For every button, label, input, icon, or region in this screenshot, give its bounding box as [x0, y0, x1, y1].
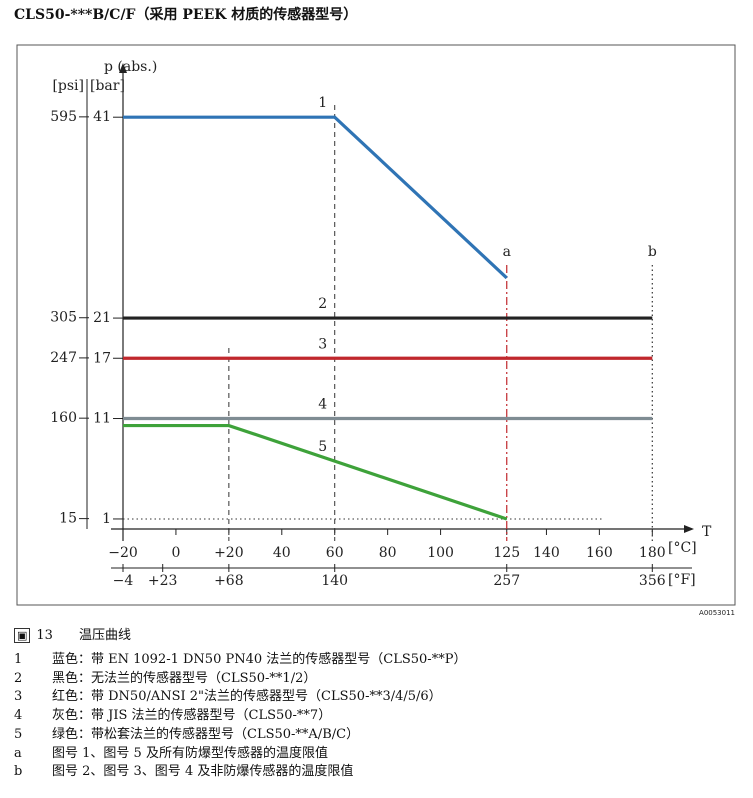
note-text: 图号 1、图号 5 及所有防爆型传感器的温度限值: [52, 745, 328, 761]
note: 4 灰色：带 JIS 法兰的传感器型号（CLS50-**7）: [14, 707, 466, 726]
x-tick-label: 140: [533, 545, 560, 561]
caption: ▣ 13 温压曲线: [14, 624, 131, 643]
x2-tick-label: 356: [639, 573, 666, 589]
note: 5 绿色：带松套法兰的传感器型号（CLS50-**A/B/C）: [14, 726, 466, 745]
notes: 1 蓝色：带 EN 1092-1 DN50 PN40 法兰的传感器型号（CLS50…: [14, 651, 466, 782]
note-key: 5: [14, 726, 23, 742]
x2-tick-label: 140: [321, 573, 348, 589]
x-tick-label: 180: [639, 545, 666, 561]
x-tick-label: 40: [273, 545, 291, 561]
x-arrow: [684, 525, 694, 533]
note-text: 红色：带 DN50/ANSI 2"法兰的传感器型号（CLS50-**3/4/5/…: [52, 689, 442, 705]
x-tick-label: 0: [171, 545, 180, 561]
chart-frame: [16, 44, 736, 606]
caption-text: 温压曲线: [78, 628, 131, 643]
x-axis-label: T: [702, 524, 712, 540]
note-key: 2: [14, 670, 23, 686]
y-tick-label: 21: [93, 310, 111, 326]
note-text: 灰色：带 JIS 法兰的传感器型号（CLS50-**7）: [52, 708, 332, 724]
y-tick-label: 41: [93, 109, 111, 125]
x-tick-label: −20: [108, 545, 138, 561]
note-key: a: [14, 745, 22, 761]
x-tick-label: 60: [326, 545, 344, 561]
title: CLS50-***B/C/F（采用 PEEK 材质的传感器型号）: [14, 7, 358, 23]
y2-tick-label: 247: [50, 350, 77, 366]
series-line: [123, 423, 508, 521]
x2-tick-label: +23: [148, 573, 178, 589]
note: 2 黑色：无法兰的传感器型号（CLS50-**1/2）: [14, 670, 466, 689]
figure-code: A0053011: [699, 609, 735, 617]
x-tick-label: 160: [586, 545, 613, 561]
note-text: 图号 2、图号 3、图号 4 及非防爆传感器的温度限值: [52, 764, 354, 780]
series-label: 2: [318, 296, 327, 312]
x-tick-label: 100: [427, 545, 454, 561]
series-label: 4: [318, 397, 327, 413]
series-label: 5: [318, 439, 327, 455]
figure-icon: ▣: [14, 628, 31, 643]
y-axis-label: p (abs.): [104, 59, 157, 75]
y-unit: [bar]: [90, 78, 125, 94]
x-tick-label: 125: [493, 545, 520, 561]
y2-tick-label: 305: [50, 310, 77, 326]
series-label: 1: [318, 95, 327, 111]
x2-tick-label: −4: [113, 573, 134, 589]
series-line: [123, 115, 508, 280]
note-text: 黑色：无法兰的传感器型号（CLS50-**1/2）: [52, 670, 317, 686]
x-unit: [°C]: [668, 540, 697, 556]
note-text: 绿色：带松套法兰的传感器型号（CLS50-**A/B/C）: [52, 726, 360, 742]
note: a 图号 1、图号 5 及所有防爆型传感器的温度限值: [14, 745, 466, 764]
note: 1 蓝色：带 EN 1092-1 DN50 PN40 法兰的传感器型号（CLS50…: [14, 651, 466, 670]
x2-unit: [°F]: [668, 572, 696, 588]
y2-tick-label: 595: [50, 109, 77, 125]
y-tick-label: 11: [93, 411, 111, 427]
x-tick-label: 80: [379, 545, 397, 561]
y-arrow: [119, 63, 127, 73]
y-tick-label: 1: [102, 511, 111, 527]
x2-tick-label: 257: [493, 573, 520, 589]
y2-unit: [psi]: [52, 78, 84, 94]
y-tick-label: 17: [93, 350, 111, 366]
chart: p (abs.)[psi] [bar]T[°C][°F]1111721411516…: [16, 44, 736, 617]
reference-label: b: [648, 244, 657, 260]
note-key: b: [14, 764, 23, 780]
y2-tick-label: 160: [50, 410, 77, 426]
x-tick-label: +20: [214, 545, 244, 561]
note-key: 4: [14, 708, 23, 724]
note-text: 蓝色：带 EN 1092-1 DN50 PN40 法兰的传感器型号（CLS50-…: [52, 652, 467, 667]
x2-tick-label: +68: [214, 573, 244, 589]
note: b 图号 2、图号 3、图号 4 及非防爆传感器的温度限值: [14, 763, 466, 782]
note-key: 1: [14, 652, 23, 667]
note: 3 红色：带 DN50/ANSI 2"法兰的传感器型号（CLS50-**3/4/5…: [14, 688, 466, 707]
caption-number: 13: [36, 628, 53, 643]
reference-label: a: [503, 244, 511, 260]
series-label: 3: [318, 336, 327, 352]
note-key: 3: [14, 689, 23, 705]
y2-tick-label: 15: [59, 511, 77, 527]
